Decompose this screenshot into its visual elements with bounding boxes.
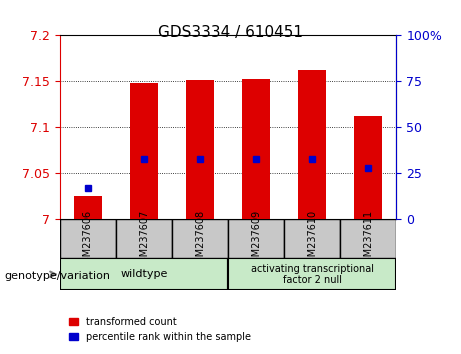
FancyBboxPatch shape bbox=[172, 219, 228, 258]
Text: GSM237606: GSM237606 bbox=[83, 209, 93, 269]
Bar bbox=[74, 196, 102, 219]
Text: GSM237611: GSM237611 bbox=[363, 209, 373, 269]
Bar bbox=[242, 79, 270, 219]
FancyBboxPatch shape bbox=[284, 219, 340, 258]
Text: GDS3334 / 610451: GDS3334 / 610451 bbox=[158, 25, 303, 40]
FancyBboxPatch shape bbox=[228, 219, 284, 258]
FancyBboxPatch shape bbox=[60, 258, 228, 290]
Bar bbox=[355, 116, 383, 219]
Text: GSM237609: GSM237609 bbox=[251, 209, 261, 269]
FancyBboxPatch shape bbox=[228, 258, 396, 290]
Text: wildtype: wildtype bbox=[120, 269, 168, 279]
Bar bbox=[186, 80, 214, 219]
Bar bbox=[298, 70, 326, 219]
Bar bbox=[130, 83, 158, 219]
Text: genotype/variation: genotype/variation bbox=[5, 271, 111, 281]
Text: activating transcriptional
factor 2 null: activating transcriptional factor 2 null bbox=[251, 263, 374, 285]
FancyBboxPatch shape bbox=[116, 219, 172, 258]
Text: GSM237610: GSM237610 bbox=[307, 209, 317, 269]
Legend: transformed count, percentile rank within the sample: transformed count, percentile rank withi… bbox=[65, 313, 255, 346]
FancyBboxPatch shape bbox=[60, 219, 116, 258]
Text: GSM237608: GSM237608 bbox=[195, 209, 205, 269]
Text: GSM237607: GSM237607 bbox=[139, 209, 149, 269]
FancyBboxPatch shape bbox=[340, 219, 396, 258]
